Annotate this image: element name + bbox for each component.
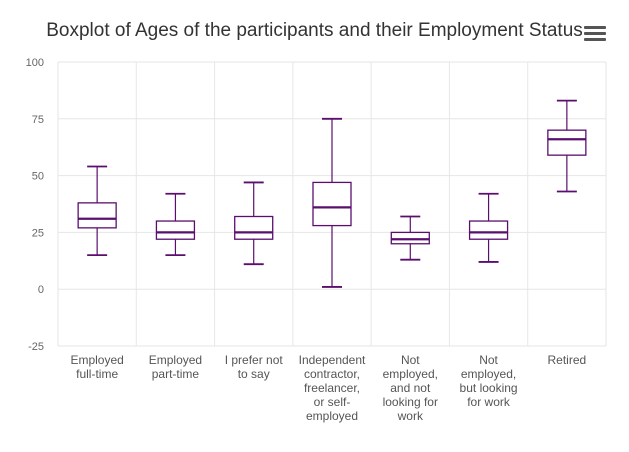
x-category-label: I prefer not to say xyxy=(225,353,284,381)
y-tick-label: 0 xyxy=(38,284,44,296)
box-6 xyxy=(468,192,509,263)
box-7 xyxy=(547,99,587,193)
x-category-label: Retired xyxy=(548,353,587,367)
box-5 xyxy=(390,215,430,261)
box-3 xyxy=(234,181,274,266)
hamburger-menu-icon[interactable] xyxy=(584,26,606,46)
x-category-label: Independent contractor, freelancer, or self… xyxy=(299,353,366,423)
y-tick-label: 75 xyxy=(32,114,44,126)
chart-title: Boxplot of Ages of the participants and … xyxy=(46,20,583,41)
box-1 xyxy=(77,165,117,257)
x-category-label: Employed full-time xyxy=(70,353,123,381)
boxes xyxy=(77,99,587,288)
x-axis: Employed full-time Employed part-time I pref… xyxy=(70,353,586,423)
iqr-box xyxy=(155,220,196,240)
y-tick-label: -25 xyxy=(28,341,44,353)
y-axis: -25 0 25 50 75 100 xyxy=(26,57,44,353)
box-2 xyxy=(155,192,196,257)
x-category-label: Not employed, but looking for work xyxy=(460,353,518,409)
iqr-box xyxy=(468,220,509,240)
x-category-label: Employed part-time xyxy=(149,353,202,381)
iqr-box xyxy=(312,181,352,227)
iqr-box xyxy=(390,231,430,245)
y-tick-label: 100 xyxy=(26,57,44,69)
y-tick-label: 25 xyxy=(32,227,44,239)
y-tick-label: 50 xyxy=(32,171,44,183)
iqr-box xyxy=(234,215,274,240)
iqr-box xyxy=(547,129,587,156)
iqr-box xyxy=(77,202,117,229)
x-category-label: Not employed, and not looking for work xyxy=(383,353,438,423)
box-4 xyxy=(312,117,352,288)
